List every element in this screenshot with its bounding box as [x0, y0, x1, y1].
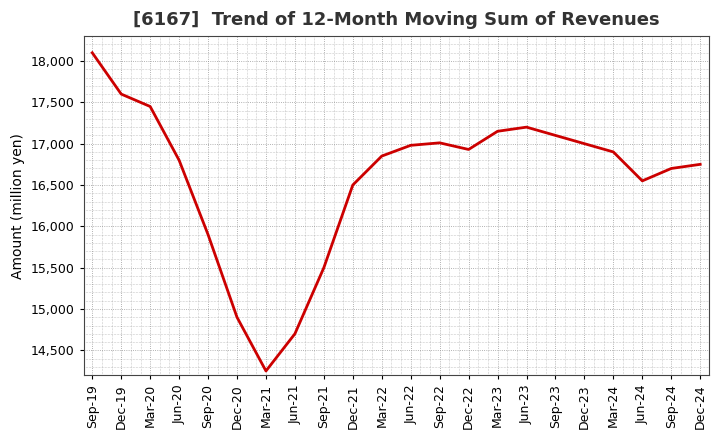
- Y-axis label: Amount (million yen): Amount (million yen): [11, 133, 25, 279]
- Title: [6167]  Trend of 12-Month Moving Sum of Revenues: [6167] Trend of 12-Month Moving Sum of R…: [133, 11, 660, 29]
